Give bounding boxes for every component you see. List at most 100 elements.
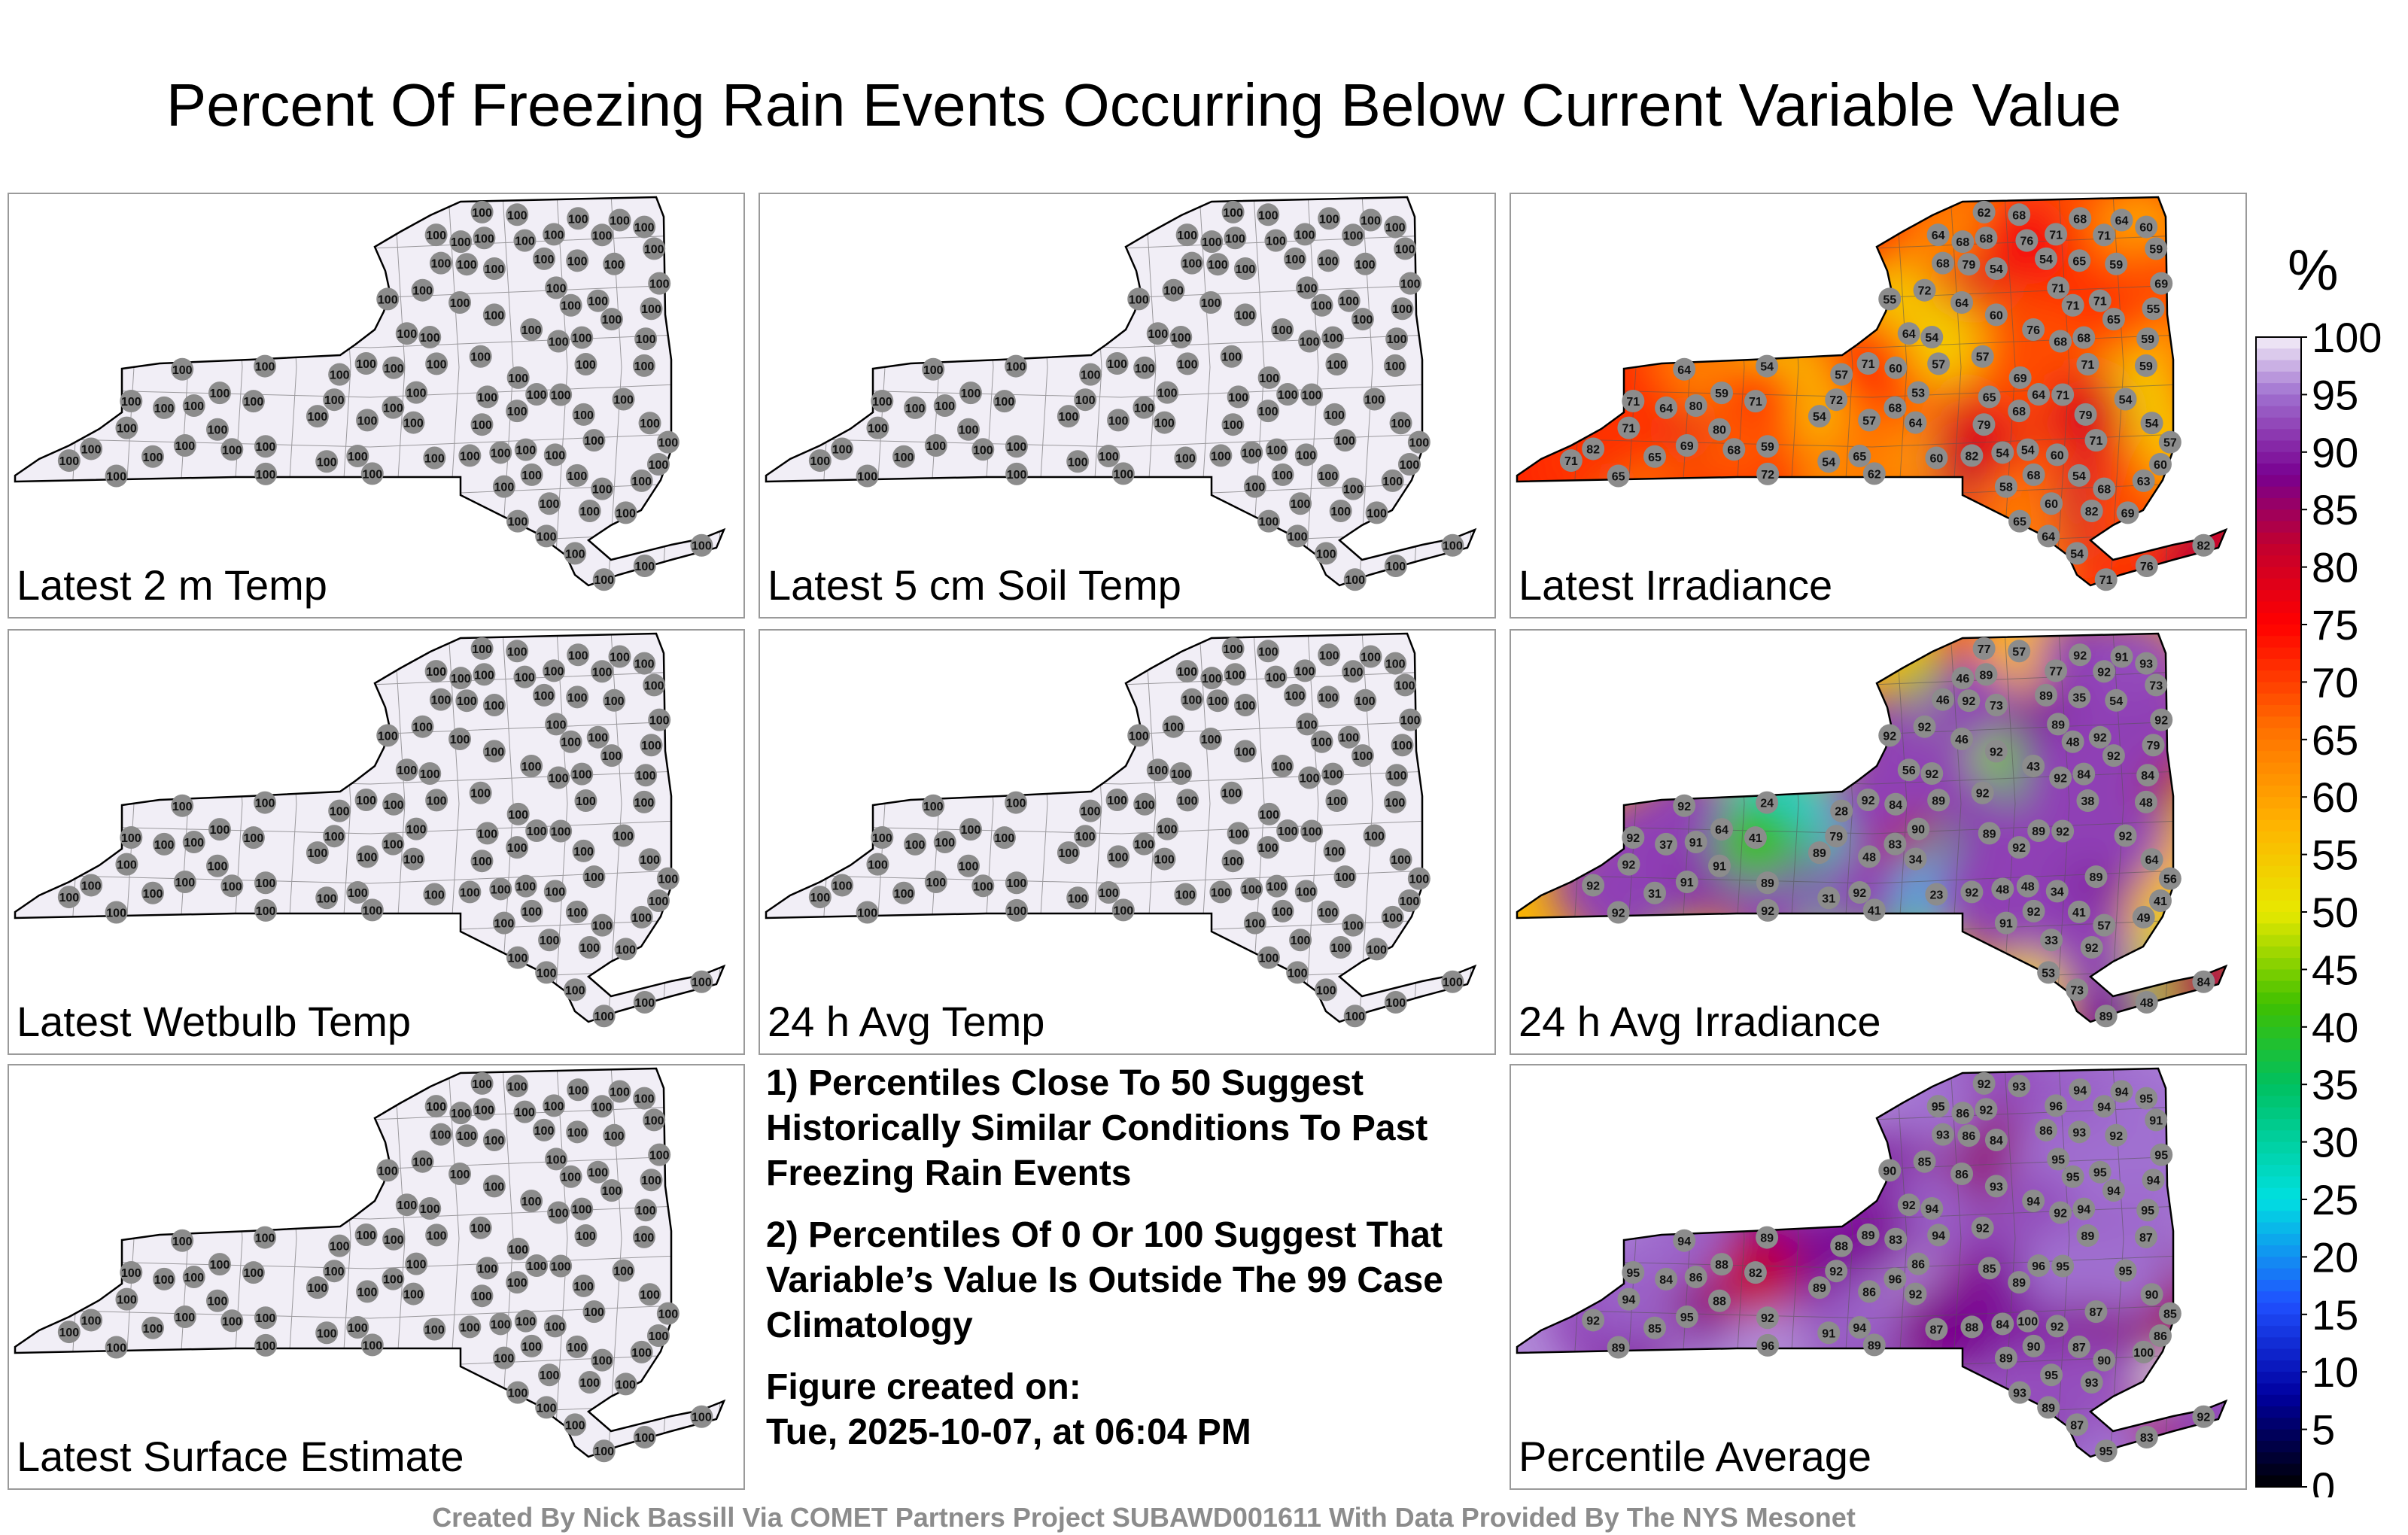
station-marker <box>2069 1078 2092 1102</box>
station-marker <box>482 1175 506 1198</box>
map-panel-avg-irradiance-24h: 48 79 89 89 73 90 89 92 56 34 48 28 89 91 79 54 64 35 46 48… <box>1510 629 2247 1055</box>
station-value: 64 <box>2042 530 2055 543</box>
station-marker <box>1978 822 2001 845</box>
station-marker <box>1817 450 1841 473</box>
station-value: 100 <box>507 406 528 418</box>
station-marker <box>1240 441 1263 464</box>
station-marker <box>1907 817 1930 840</box>
station-value: 41 <box>2154 895 2167 908</box>
colorbar-band <box>2256 1211 2301 1223</box>
station-value: 100 <box>1258 646 1278 658</box>
station-marker <box>1907 381 1930 404</box>
station-marker <box>315 450 339 473</box>
station-value: 34 <box>1909 854 1923 867</box>
station-marker <box>1830 799 1853 822</box>
station-marker <box>924 870 947 893</box>
station-marker <box>547 330 570 353</box>
station-marker <box>429 688 452 711</box>
station-marker <box>520 1189 543 1212</box>
station-value: 100 <box>397 1199 417 1212</box>
station-value: 100 <box>973 880 993 893</box>
station-value: 100 <box>634 1232 655 1245</box>
station-value: 100 <box>534 690 555 703</box>
station-marker <box>2040 929 2063 952</box>
station-marker <box>1830 363 1853 386</box>
station-marker <box>1300 819 1324 843</box>
station-value: 100 <box>810 892 830 904</box>
station-value: 100 <box>1300 772 1320 785</box>
station-value: 100 <box>117 859 137 872</box>
station-marker <box>2102 308 2125 331</box>
station-value: 100 <box>544 229 564 242</box>
station-marker <box>2008 1271 2031 1294</box>
colorbar-band <box>2256 992 2301 1005</box>
station-value: 94 <box>2077 1204 2090 1217</box>
station-marker <box>922 794 945 817</box>
station-value: 100 <box>1182 695 1202 707</box>
station-value: 100 <box>549 1207 569 1220</box>
station-marker <box>1817 886 1841 910</box>
station-value: 92 <box>1990 746 2003 758</box>
station-marker <box>80 1309 103 1332</box>
station-marker <box>808 449 832 473</box>
station-marker <box>690 533 713 557</box>
station-value: 100 <box>457 695 477 708</box>
station-marker <box>1329 935 1352 959</box>
station-marker <box>565 1335 588 1358</box>
colorbar-band <box>2256 394 2301 407</box>
station-marker <box>633 1425 656 1448</box>
station-value: 100 <box>1171 332 1191 345</box>
station-marker <box>1351 744 1374 768</box>
station-marker <box>1315 542 1338 565</box>
station-value: 100 <box>537 1402 557 1415</box>
station-marker <box>2135 215 2158 239</box>
station-marker <box>1858 845 1881 868</box>
station-marker <box>2008 509 2031 533</box>
station-value: 100 <box>568 1084 588 1097</box>
station-value: 100 <box>868 859 888 872</box>
station-value: 100 <box>1272 470 1293 482</box>
station-marker <box>1276 819 1300 843</box>
station-marker <box>1984 1175 2008 1198</box>
station-value: 100 <box>567 1342 588 1354</box>
station-value: 100 <box>1259 372 1279 385</box>
station-marker <box>1991 1312 2014 1336</box>
station-value: 100 <box>1355 695 1376 708</box>
station-marker <box>2105 252 2128 275</box>
station-marker <box>120 389 143 412</box>
station-value: 33 <box>2045 935 2058 947</box>
station-value: 100 <box>1361 214 1381 227</box>
station-value: 100 <box>588 296 608 309</box>
colorbar-band <box>2256 762 2301 775</box>
colorbar-tick-label: 40 <box>2312 1004 2358 1051</box>
colorbar-band <box>2256 337 2301 349</box>
station-value: 100 <box>330 1241 350 1254</box>
station-marker <box>2027 1254 2051 1278</box>
station-marker <box>545 713 568 736</box>
station-marker <box>2088 289 2112 312</box>
station-value: 100 <box>588 732 608 745</box>
station-marker <box>254 791 277 814</box>
station-marker <box>1897 758 1920 782</box>
colorbar-band <box>2256 1072 2301 1085</box>
station-value: 88 <box>1835 1241 1848 1254</box>
station-value: 100 <box>175 877 195 889</box>
station-value: 100 <box>565 548 585 561</box>
station-value: 100 <box>1400 278 1421 291</box>
station-marker <box>2037 524 2060 548</box>
station-value: 100 <box>451 236 471 249</box>
station-marker <box>572 839 595 862</box>
station-value: 100 <box>208 424 228 437</box>
station-value: 100 <box>576 359 596 372</box>
station-value: 31 <box>1648 888 1662 901</box>
station-marker <box>525 819 549 843</box>
station-value: 89 <box>2012 1277 2026 1290</box>
station-marker <box>1111 462 1135 485</box>
station-value: 100 <box>508 372 528 385</box>
station-marker <box>1984 303 2008 327</box>
station-marker <box>115 416 138 439</box>
station-marker <box>633 554 656 577</box>
station-value: 100 <box>508 516 528 529</box>
station-value: 100 <box>565 1419 585 1432</box>
station-marker <box>173 1305 196 1328</box>
